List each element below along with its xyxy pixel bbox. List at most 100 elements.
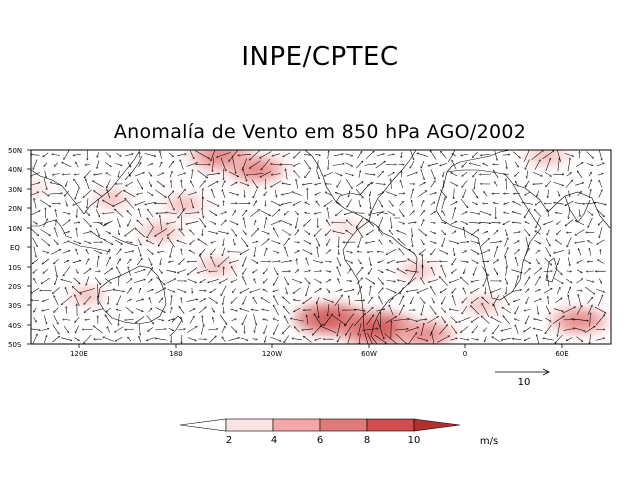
wind-vector <box>86 277 89 286</box>
wind-vector <box>86 179 90 189</box>
wind-vector <box>87 198 88 208</box>
wind-vector <box>535 290 540 292</box>
wind-vector <box>284 316 288 324</box>
lat-label-10n: 10N <box>8 225 22 233</box>
wind-vector <box>554 309 564 312</box>
wind-vector <box>295 230 299 236</box>
wind-vector <box>522 202 533 204</box>
wind-vector <box>281 193 291 195</box>
wind-vector <box>44 315 46 324</box>
wind-vector <box>366 151 374 159</box>
wind-vector <box>211 249 216 255</box>
lon-label-60e: 60E <box>555 350 568 358</box>
wind-vector <box>96 209 100 217</box>
wind-vector <box>575 230 584 236</box>
wind-vector <box>265 336 267 343</box>
wind-vector <box>170 246 173 258</box>
wind-vector <box>420 210 424 215</box>
wind-vector <box>304 160 310 169</box>
wind-vector <box>501 328 512 331</box>
wind-vector <box>73 260 81 263</box>
wind-vector <box>53 325 60 334</box>
speed-blob-core <box>410 327 442 341</box>
wind-vector <box>147 249 153 254</box>
wind-vector <box>585 287 595 294</box>
wind-vector <box>293 163 300 167</box>
wind-vector <box>31 229 38 236</box>
wind-vector <box>366 230 373 235</box>
wind-vector <box>461 199 468 208</box>
wind-vector <box>254 220 256 225</box>
wind-vector <box>419 182 425 185</box>
wind-vector <box>149 297 151 303</box>
wind-vector <box>220 212 226 215</box>
wind-vector <box>104 221 112 225</box>
wind-vector <box>210 221 216 224</box>
wind-vector <box>240 288 249 293</box>
speed-blob-core <box>405 264 429 276</box>
wind-vector <box>543 338 554 340</box>
wind-vector <box>106 308 111 312</box>
wind-vector <box>261 298 270 303</box>
wind-vector <box>262 231 270 234</box>
wind-vector <box>126 307 134 313</box>
wind-vector <box>535 240 541 244</box>
wind-vector <box>43 153 48 157</box>
wind-vector <box>56 209 57 216</box>
wind-vector <box>494 230 498 235</box>
wind-vector <box>84 335 92 344</box>
wind-vector <box>293 152 300 159</box>
wind-vector <box>250 209 259 216</box>
wind-vector <box>555 213 562 214</box>
wind-vector <box>125 154 133 156</box>
wind-vector <box>200 181 206 188</box>
wind-vector <box>480 154 490 155</box>
wind-vector <box>554 278 563 284</box>
wind-vector <box>63 220 70 226</box>
wind-vector <box>241 238 248 247</box>
wind-vector <box>272 241 281 244</box>
wind-vector <box>138 247 141 256</box>
wind-vector <box>264 217 266 228</box>
wind-vector <box>201 324 204 334</box>
wind-vector <box>264 248 267 256</box>
wind-vector <box>512 222 521 223</box>
speed-blob-core <box>241 162 273 176</box>
wind-vector <box>533 172 542 176</box>
wind-vector <box>155 329 166 330</box>
wind-vector <box>103 337 114 341</box>
wind-vector <box>387 211 395 216</box>
wind-vector <box>50 182 62 185</box>
wind-vector <box>535 231 541 235</box>
colorbar-label-8: 8 <box>364 435 370 446</box>
wind-vector <box>597 260 603 264</box>
wind-vector <box>524 310 531 311</box>
wind-vector <box>32 259 38 263</box>
wind-vector <box>61 338 72 341</box>
wind-vector <box>96 229 99 237</box>
wind-vector <box>442 210 445 216</box>
wind-vector <box>546 238 550 246</box>
wind-vector <box>566 279 572 283</box>
wind-vector <box>525 192 530 195</box>
wind-vector <box>577 171 582 178</box>
wind-vector <box>222 189 225 198</box>
lat-label-eq: EQ <box>10 244 20 252</box>
wind-vector <box>356 161 363 168</box>
wind-vector <box>200 299 206 303</box>
wind-vector <box>149 308 152 312</box>
wind-vector <box>293 300 300 301</box>
wind-vector <box>160 258 161 265</box>
wind-vector <box>565 220 573 227</box>
colorbar-label-2: 2 <box>226 435 232 446</box>
wind-vector <box>443 172 445 177</box>
wind-vector <box>575 203 585 204</box>
wind-vector <box>219 279 228 284</box>
wind-vector <box>52 288 59 294</box>
wind-vector <box>213 317 214 322</box>
wind-vector <box>506 287 507 294</box>
wind-vector <box>598 220 603 225</box>
wind-vector <box>463 189 466 198</box>
wind-vector <box>156 277 165 285</box>
